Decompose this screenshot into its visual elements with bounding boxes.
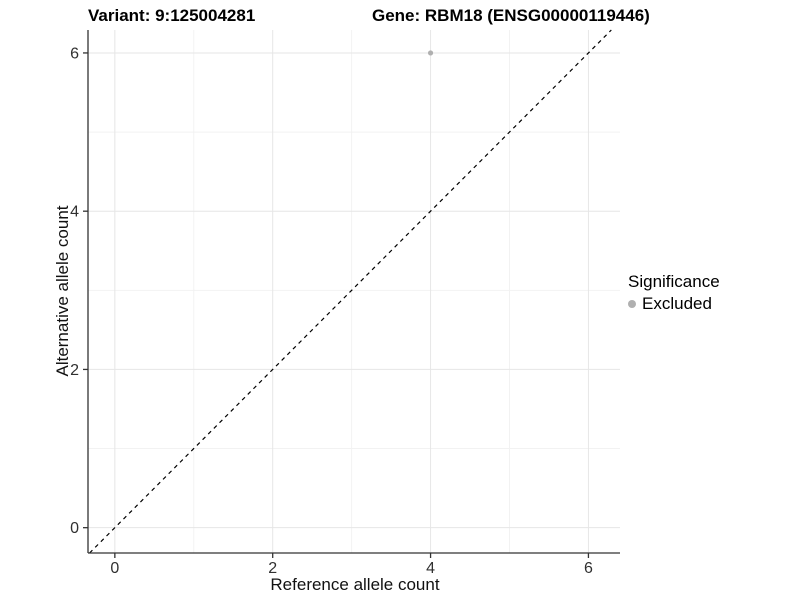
plot-title-variant: Variant: 9:125004281 xyxy=(88,6,256,25)
legend-title: Significance xyxy=(628,272,720,291)
legend-entry-label: Excluded xyxy=(642,294,712,313)
legend: Significance Excluded xyxy=(628,272,720,314)
y-tick-label: 4 xyxy=(70,204,79,221)
plot-title-gene: Gene: RBM18 (ENSG00000119446) xyxy=(372,6,650,25)
legend-entry-excluded: Excluded xyxy=(628,294,720,314)
identity-dashed-line xyxy=(89,29,612,554)
x-axis-title: Reference allele count xyxy=(270,575,440,594)
x-tick-label: 0 xyxy=(110,560,119,577)
y-axis-title: Alternative allele count xyxy=(53,205,72,377)
y-tick-label: 0 xyxy=(70,520,79,537)
x-tick-label: 2 xyxy=(268,560,277,577)
x-tick-label: 6 xyxy=(584,560,593,577)
legend-key-dot-icon xyxy=(628,300,636,308)
y-tick-label: 6 xyxy=(70,45,79,62)
data-point xyxy=(427,50,434,56)
y-tick-label: 2 xyxy=(70,362,79,379)
x-tick-label: 4 xyxy=(426,560,435,577)
